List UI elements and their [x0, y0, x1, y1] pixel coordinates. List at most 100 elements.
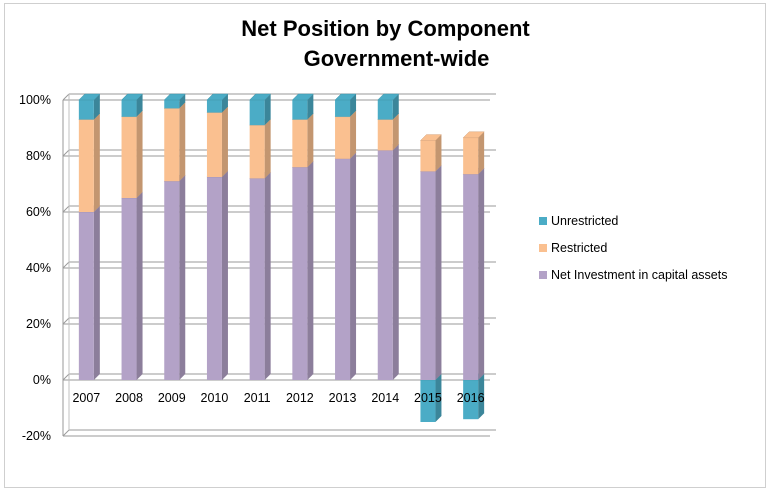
x-category-label: 2016 — [457, 391, 485, 405]
bar-2011 — [249, 93, 272, 380]
bar-segment — [206, 112, 222, 177]
y-tick-label: 40% — [26, 261, 51, 275]
bar-segment — [249, 100, 265, 126]
bar-segment-top — [120, 93, 144, 101]
y-tick-label: 20% — [26, 317, 51, 331]
bar-segment — [78, 119, 94, 212]
bar-segment-top — [377, 93, 400, 101]
bar-segment-top — [163, 93, 186, 101]
gridline-diag — [62, 205, 70, 213]
bar-segment-side — [221, 171, 228, 380]
y-tick-label: 80% — [26, 149, 51, 163]
bar-segment — [335, 158, 351, 380]
bars — [78, 93, 485, 422]
legend-label: Unrestricted — [551, 214, 618, 228]
bar-segment-side — [350, 152, 357, 380]
bar-segment-side — [307, 113, 314, 168]
bar-2008 — [120, 93, 144, 380]
bar-segment-side — [93, 113, 100, 212]
bar-segment — [164, 181, 180, 380]
gridline-diag — [62, 261, 70, 269]
bar-segment-side — [307, 94, 314, 120]
bar-segment — [249, 125, 265, 179]
bar-segment-top — [78, 93, 101, 101]
bar-2013 — [334, 93, 357, 380]
bar-segment — [335, 100, 351, 117]
x-category-label: 2009 — [158, 391, 186, 405]
bar-segment — [121, 100, 137, 117]
bar-segment — [78, 100, 94, 120]
bar-segment-side — [93, 94, 100, 120]
bar-segment-top — [249, 93, 272, 101]
legend-swatch — [539, 244, 547, 252]
bar-segment-side — [136, 110, 143, 198]
bar-segment-side — [350, 94, 357, 117]
bar-segment — [292, 100, 308, 120]
x-category-label: 2011 — [244, 391, 271, 405]
bar-2014 — [377, 93, 400, 380]
x-category-label: 2013 — [329, 391, 357, 405]
bar-segment-top — [334, 93, 357, 101]
bar-segment-top — [462, 131, 485, 139]
y-tick-label: -20% — [22, 429, 51, 443]
bar-segment — [206, 100, 222, 113]
y-tick-label: 100% — [19, 93, 51, 107]
bar-segment — [377, 119, 393, 151]
gridline-diag — [62, 429, 70, 437]
chart-title: Net Position by Component Government-wid… — [0, 14, 771, 74]
bar-segment — [420, 171, 436, 380]
x-category-label: 2007 — [72, 391, 100, 405]
bar-segment — [121, 116, 137, 198]
bar-2015 — [419, 134, 443, 422]
bar-segment-side — [264, 94, 271, 126]
bar-segment-side — [264, 172, 271, 380]
bar-segment — [121, 198, 137, 380]
bar-segment — [206, 177, 222, 380]
x-category-label: 2012 — [286, 391, 314, 405]
bar-segment — [377, 100, 393, 120]
bar-segment-side — [392, 94, 399, 120]
bar-segment — [335, 116, 351, 159]
bar-segment — [78, 212, 94, 380]
legend-label: Net Investment in capital assets — [551, 268, 727, 282]
legend-swatch — [539, 271, 547, 279]
bar-segment-side — [307, 161, 314, 380]
bar-segment-side — [435, 374, 442, 422]
bar-segment-side — [179, 102, 186, 182]
x-axis-categories: 2007 2008 2009 2010 2011 2012 2013 2014 2015 2016 — [72, 391, 484, 405]
bar-segment — [420, 140, 436, 172]
bar-segment-side — [478, 168, 485, 380]
y-tick-label: 0% — [33, 373, 51, 387]
bar-segment — [463, 137, 479, 175]
bar-2010 — [206, 93, 229, 380]
title-line: Net Position by Component — [241, 16, 530, 41]
legend-item: Unrestricted — [539, 214, 618, 228]
bar-segment-side — [350, 110, 357, 159]
bar-segment-top — [419, 134, 443, 141]
y-axis-ticks: -20% 0% 20% 40% 60% 80% 100% — [19, 93, 51, 443]
x-category-label: 2014 — [371, 391, 399, 405]
gridline-diag — [62, 93, 70, 101]
x-category-label: 2008 — [115, 391, 143, 405]
bar-segment — [164, 108, 180, 182]
bar-segment — [292, 167, 308, 380]
bar-segment-side — [435, 165, 442, 380]
bar-segment-side — [264, 119, 271, 179]
bar-segment — [463, 174, 479, 380]
bar-segment-side — [435, 134, 442, 172]
bar-2007 — [78, 93, 101, 380]
gridline-diag — [62, 373, 70, 381]
legend-label: Restricted — [551, 241, 607, 255]
bar-segment — [164, 100, 180, 109]
legend-item: Net Investment in capital assets — [539, 268, 727, 282]
subtitle-line: Government-wide — [303, 46, 490, 71]
bar-segment — [249, 178, 265, 380]
legend-swatch — [539, 217, 547, 225]
bar-segment-top — [206, 93, 229, 101]
bar-segment — [292, 119, 308, 168]
bar-segment-side — [221, 106, 228, 177]
legend: Unrestricted Restricted Net Investment in … — [539, 214, 727, 282]
bar-segment-side — [136, 192, 143, 380]
bar-segment-side — [136, 94, 143, 117]
